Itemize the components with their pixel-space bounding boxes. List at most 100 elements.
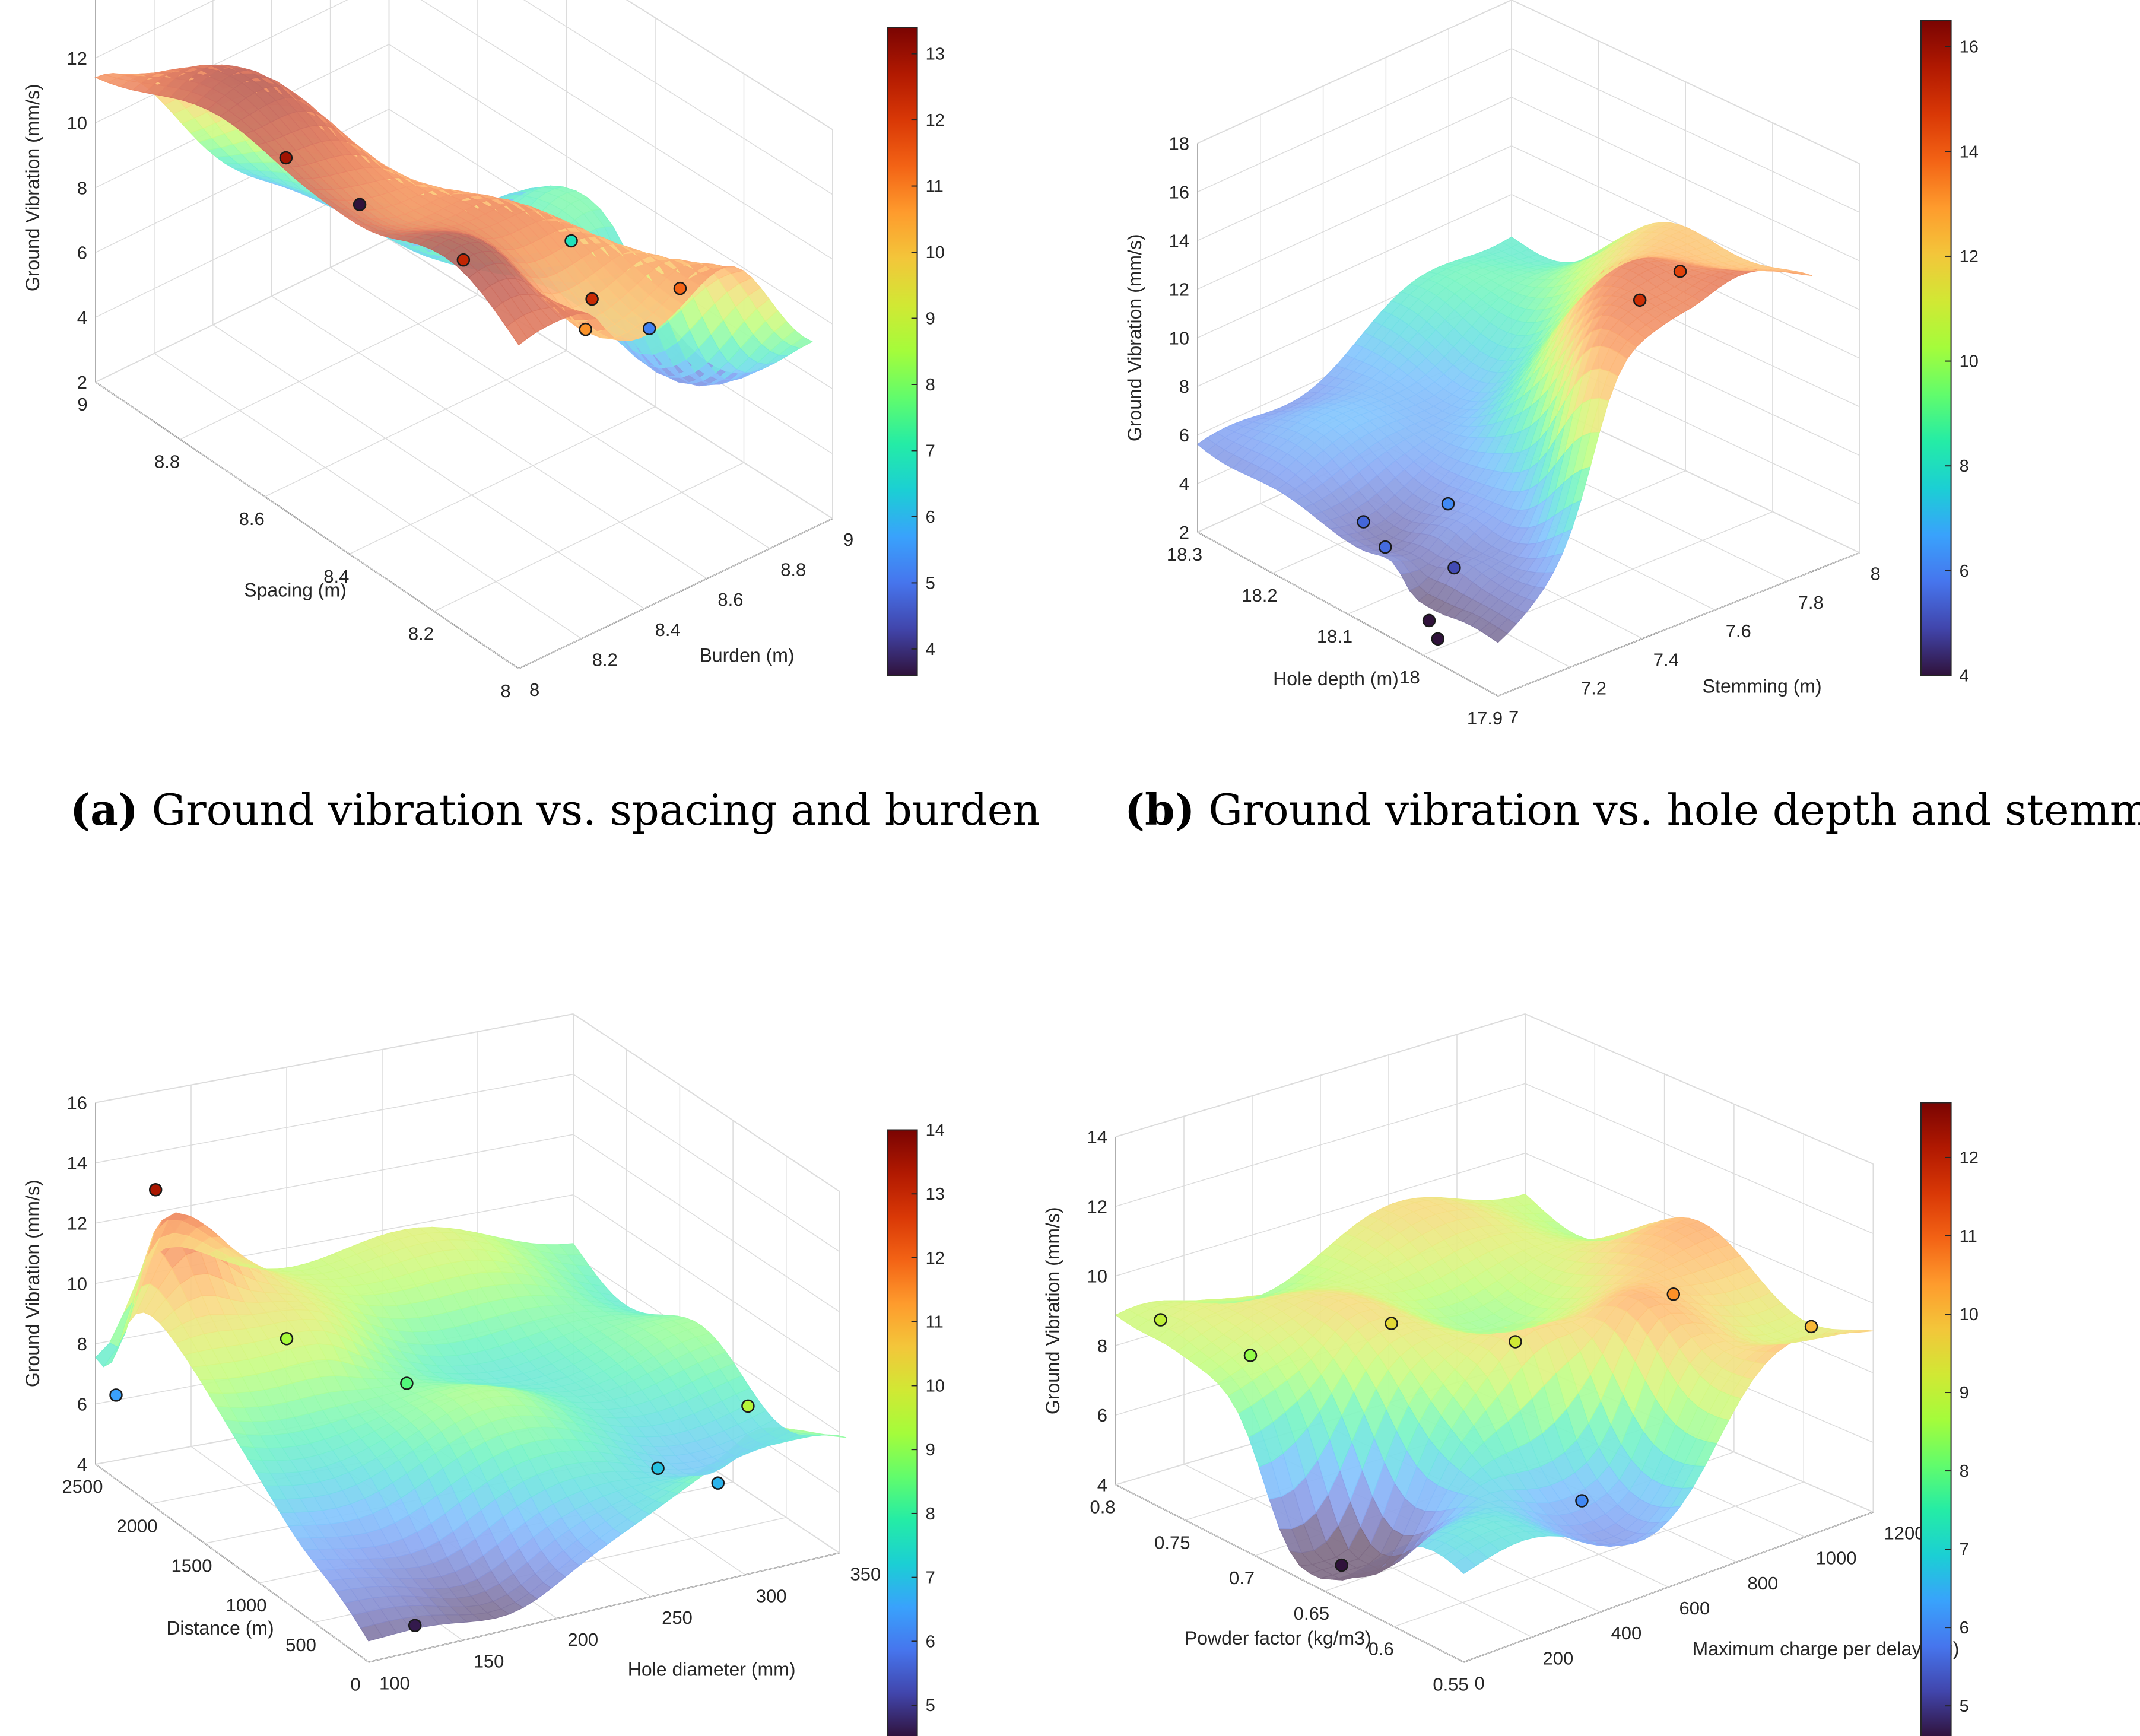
chart-a-cbtick: 13: [926, 45, 945, 64]
chart-c-ztick: 10: [67, 1273, 87, 1294]
chart-a-ytick: 8: [529, 679, 539, 700]
chart-b-ztick: 8: [1179, 376, 1189, 397]
chart-d-point: [1575, 1494, 1589, 1508]
chart-b-surface: [1196, 222, 1812, 643]
chart-a-ytick: 8.6: [717, 589, 743, 610]
chart-c-colorbar: [887, 1129, 918, 1736]
chart-c-ztick: 4: [77, 1454, 87, 1475]
chart-b-ztick: 16: [1169, 182, 1189, 202]
chart-a-point: [579, 322, 592, 336]
chart-b-point: [1431, 632, 1445, 646]
chart-d-ytick: 600: [1679, 1598, 1710, 1619]
chart-a-zlabel: Ground Vibration (mm/s): [22, 84, 43, 291]
chart-b-ylabel: Stemming (m): [1703, 675, 1822, 697]
chart-a-point: [673, 281, 687, 295]
chart-a-ygrid: [330, 267, 770, 549]
chart-a-ytick: 8.4: [655, 619, 681, 640]
chart-b-zgrid: [1197, 0, 1512, 144]
chart-c-zgrid: [573, 1013, 840, 1192]
chart-d-ytick: 200: [1543, 1648, 1574, 1668]
chart-a-cbtick: 4: [926, 640, 935, 659]
chart-b-zgrid: [1197, 145, 1512, 290]
panel-d: 0.8 0.75 0.7 0.65 0.6 0.55 0 200 400 600 800 1000 12…: [1042, 973, 2140, 1736]
chart-a-root: 98.88.68.48.2888.28.48.68.892468101214Sp…: [22, 0, 945, 701]
chart-b-xtick: 17.9: [1467, 708, 1503, 729]
chart-c-ztick: 14: [67, 1153, 87, 1174]
chart-d-cbtick: 12: [1960, 1149, 1979, 1168]
chart-b-ztick: 4: [1179, 473, 1189, 494]
chart-d-surface: [1115, 1193, 1874, 1581]
chart-b-ytick: 7: [1509, 707, 1519, 727]
chart-a-ztick: 4: [77, 307, 87, 328]
chart-c-zlabel: Ground Vibration (mm/s): [22, 1179, 43, 1387]
chart-a-point: [456, 253, 471, 267]
chart-c-point: [651, 1461, 665, 1476]
chart-a-ygrid: [271, 295, 707, 579]
chart-b-ytick: 7.2: [1581, 678, 1606, 699]
chart-a-point: [279, 151, 293, 165]
chart-c-point: [280, 1332, 294, 1346]
chart-b-zgrid: [1197, 48, 1512, 193]
chart-a-zgrid: [95, 0, 215, 59]
chart-c-ztick: 8: [77, 1334, 87, 1355]
chart-b-ztick: 12: [1169, 279, 1189, 300]
chart-c-xlabel: Distance (m): [166, 1617, 274, 1639]
chart-d-cbtick: 6: [1960, 1619, 1969, 1638]
chart-d-ztick: 12: [1087, 1196, 1107, 1217]
chart-a-ygrid: [212, 324, 645, 609]
chart-d-ytick: 400: [1611, 1623, 1642, 1643]
chart-a-ylabel: Burden (m): [700, 645, 795, 666]
chart-c-cbtick: 7: [926, 1569, 935, 1588]
chart-b-ygrid: [1197, 532, 1498, 697]
chart-a-xtick: 8.4: [323, 566, 349, 587]
chart-d-zlabel: Ground Vibration (mm/s): [1042, 1207, 1063, 1414]
caption-a-text: Ground vibration vs. spacing and burden: [138, 785, 1040, 835]
chart-a-zgrid: [389, 44, 833, 325]
chart-d-cbtick: 9: [1960, 1384, 1969, 1403]
chart-a-ygrid: [95, 381, 519, 669]
chart-d-cbtick: 8: [1960, 1462, 1969, 1481]
chart-c-cbtick: 5: [926, 1696, 935, 1715]
chart-d-colorbar: [1920, 1102, 1952, 1736]
chart-d-ygrid: [1115, 1484, 1464, 1663]
chart-a-zgrid: [420, 0, 833, 260]
chart-c-xtick: 1000: [226, 1595, 267, 1616]
chart-c-zgrid: [573, 1073, 840, 1252]
chart-c-point: [408, 1619, 422, 1632]
chart-b-point: [1379, 540, 1392, 554]
chart-b-zgrid: [1197, 97, 1512, 241]
chart-a-xtick: 8.6: [239, 508, 265, 529]
chart-b-colorbar: [1920, 20, 1952, 676]
chart-a-ygrid: [154, 353, 582, 640]
chart-b-ytick: 8: [1871, 564, 1881, 584]
chart-c-point: [400, 1376, 414, 1390]
chart-c-ytick: 100: [379, 1673, 410, 1694]
chart-a-cbtick: 12: [926, 111, 945, 130]
chart-d-point: [1243, 1349, 1258, 1362]
chart-a-point: [585, 292, 599, 306]
chart-a-point: [564, 234, 578, 248]
chart-b-root: 18.3 18.2 18.1 18 17.9 7 7.2 7.4 7.6 7.8 8 2 4 6 8 10 12…: [1124, 0, 1979, 729]
chart-d: 0.8 0.75 0.7 0.65 0.6 0.55 0 200 400 600 800 1000 12…: [1042, 1013, 1979, 1736]
chart-c-zgrid: [573, 1194, 840, 1373]
chart-c-cbtick: 10: [926, 1376, 945, 1395]
chart-a-ytick: 9: [843, 529, 853, 550]
chart-d-xtick: 0.55: [1433, 1674, 1468, 1695]
chart-d-point: [1666, 1287, 1681, 1301]
chart-b-point: [1447, 561, 1461, 575]
chart-d-ztick: 8: [1097, 1336, 1107, 1356]
caption-b-text: Ground vibration vs. hole depth and stem…: [1195, 785, 2140, 835]
chart-b-zlabel: Ground Vibration (mm/s): [1124, 234, 1145, 441]
chart-c-ytick: 150: [474, 1651, 504, 1672]
chart-b-cbtick: 8: [1960, 457, 1969, 476]
panel-c: 2500 2000 1500 1000 500 0 100 150 200 250 300 350 4 6…: [0, 973, 1068, 1736]
chart-b-cbtick: 14: [1960, 142, 1979, 161]
chart-b-ztick: 6: [1179, 425, 1189, 446]
chart-b-cbtick: 4: [1960, 667, 1969, 686]
chart-b-ytick: 7.8: [1798, 592, 1824, 613]
chart-d-point: [1804, 1320, 1818, 1334]
chart-c-zgrid: [95, 1013, 574, 1104]
chart-b-ytick: 7.4: [1653, 649, 1679, 670]
chart-a-colorbar: [887, 27, 918, 676]
chart-d-root: 0.8 0.75 0.7 0.65 0.6 0.55 0 200 400 600 800 1000 12…: [1042, 1013, 1979, 1736]
